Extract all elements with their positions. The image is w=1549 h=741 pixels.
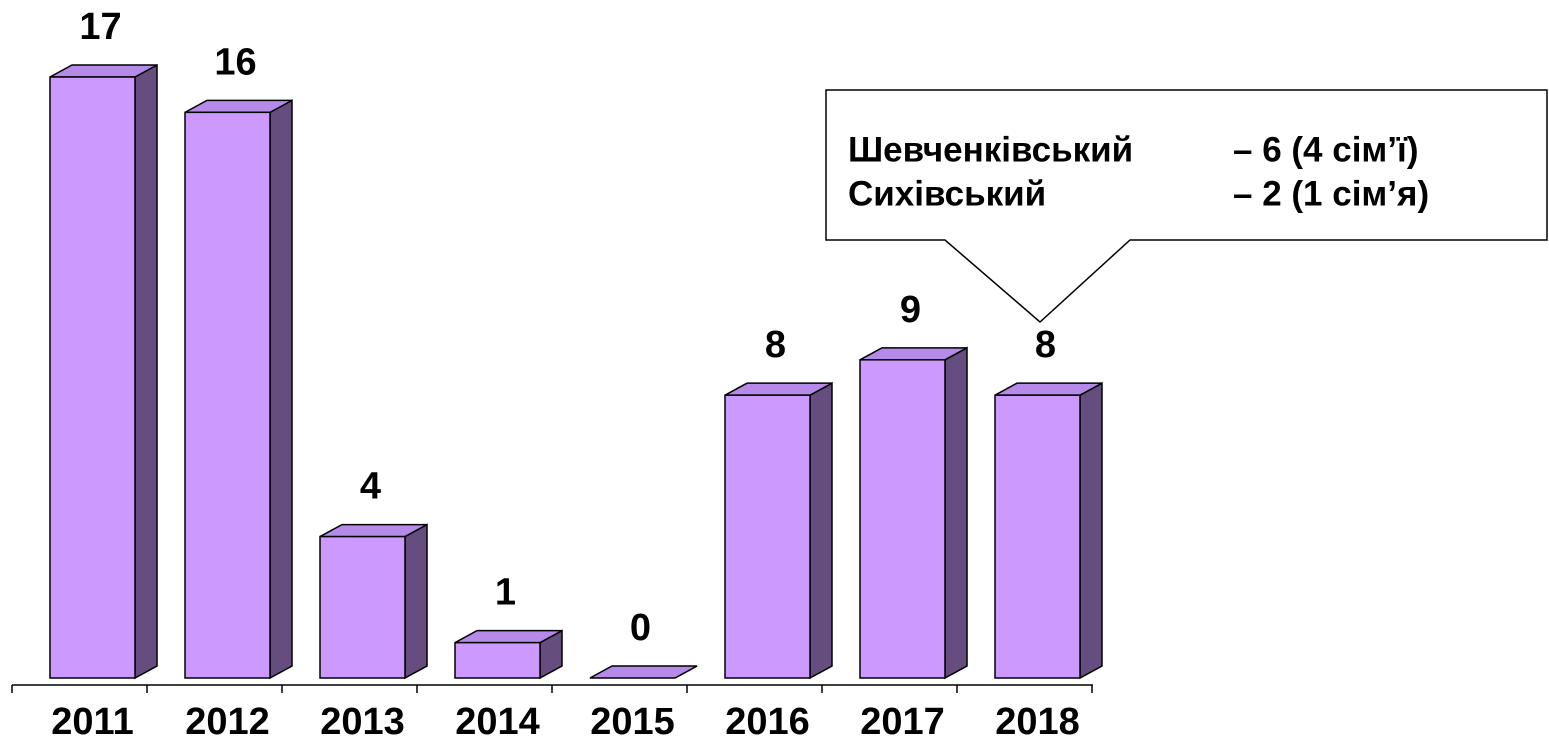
- bar-side: [404, 523, 428, 680]
- x-tick-label: 2013: [320, 701, 405, 741]
- bar-top: [589, 665, 698, 679]
- value-label: 8: [765, 324, 786, 366]
- x-tick-label: 2014: [455, 701, 540, 741]
- x-tick-label: 2012: [185, 701, 270, 741]
- bar-side: [1079, 381, 1103, 680]
- value-label: 1: [495, 572, 516, 614]
- bar-side: [134, 63, 158, 680]
- bar: [859, 359, 946, 679]
- value-label: 8: [1035, 324, 1056, 366]
- bar: [994, 394, 1081, 679]
- x-tick-label: 2011: [51, 701, 133, 741]
- value-label: 16: [214, 41, 256, 83]
- x-tick-label: 2018: [995, 701, 1080, 741]
- value-label: 17: [79, 6, 121, 48]
- bar: [454, 641, 541, 679]
- callout-detail: – 2 (1 сім’я): [1233, 174, 1429, 213]
- value-label: 4: [360, 466, 381, 508]
- callout-name: Шевченківський: [848, 130, 1133, 169]
- callout: [825, 89, 1548, 324]
- x-tick-label: 2017: [860, 701, 945, 741]
- bar: [319, 535, 406, 679]
- bar: [49, 76, 136, 679]
- x-tick-label: 2016: [725, 701, 810, 741]
- value-label: 0: [630, 607, 651, 649]
- bar-side: [269, 99, 293, 680]
- callout-name: Сихівський: [848, 174, 1046, 213]
- x-tick-label: 2015: [590, 701, 675, 741]
- bar: [724, 394, 811, 679]
- bar-side: [944, 346, 968, 680]
- value-label: 9: [900, 289, 921, 331]
- bar: [184, 111, 271, 679]
- callout-detail: – 6 (4 сім’ї): [1233, 130, 1419, 169]
- bar-side: [809, 381, 833, 680]
